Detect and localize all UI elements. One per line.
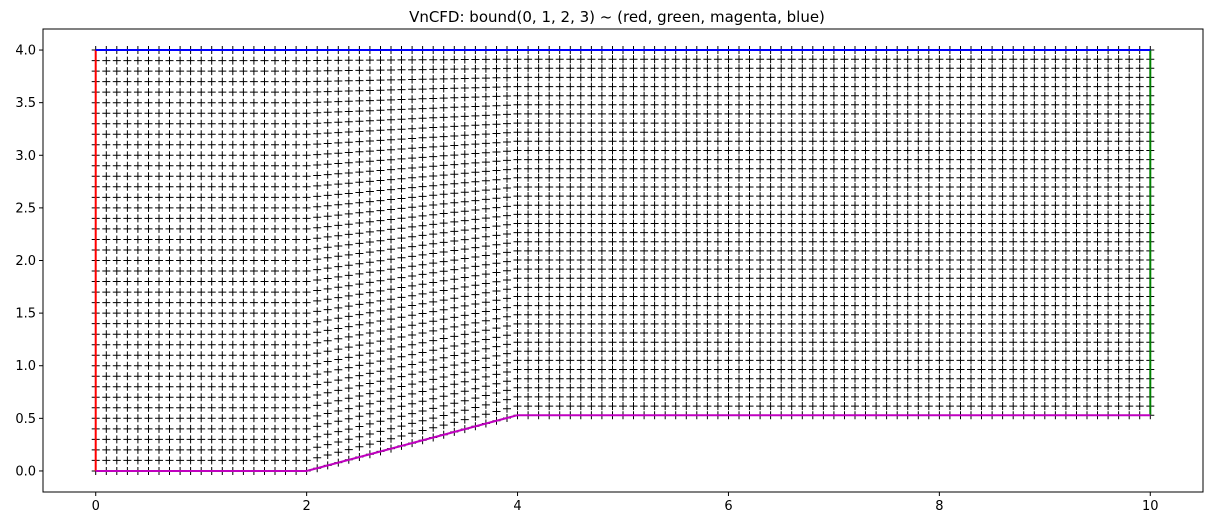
x-tick-label: 0: [92, 499, 100, 514]
y-tick-label: 3.0: [15, 149, 36, 164]
plot-frame: [42, 28, 1204, 493]
y-tick-label: 1.0: [15, 359, 36, 374]
y-tick-label: 0.0: [15, 464, 36, 479]
boundary-magenta: [95, 414, 1151, 472]
x-tick-label: 4: [513, 499, 521, 514]
x-tick-label: 2: [302, 499, 310, 514]
y-tick-label: 0.5: [15, 412, 36, 427]
y-tick-label: 4.0: [15, 44, 36, 59]
boundary-lines: [94, 49, 1152, 472]
x-tick-label: 6: [724, 499, 732, 514]
y-tick-label: 3.5: [15, 96, 36, 111]
y-tick-label: 2.5: [15, 201, 36, 216]
chart-title: VnCFD: bound(0, 1, 2, 3) ~ (red, green, …: [409, 8, 825, 26]
y-tick-label: 1.5: [15, 307, 36, 322]
mesh-markers: [91, 46, 1155, 475]
mesh-points: [91, 46, 1155, 475]
x-tick-label: 8: [935, 499, 943, 514]
x-tick-label: 10: [1142, 499, 1159, 514]
axes: 0 2 4 6 8 10 0.0 0.5 1.0 1.5 2.0 2.5 3.0 3.5 4.0: [15, 44, 1158, 514]
y-tick-label: 2.0: [15, 254, 36, 269]
